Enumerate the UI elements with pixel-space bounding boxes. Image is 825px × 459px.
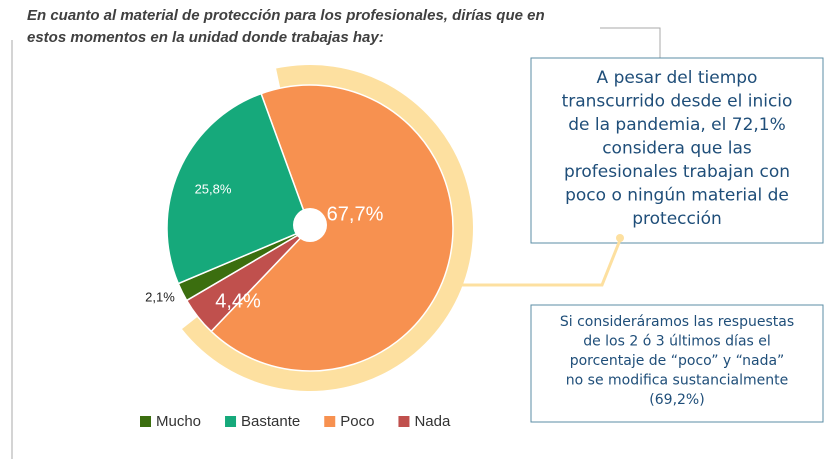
- legend-swatch: [140, 416, 151, 427]
- frame: [11, 27, 661, 459]
- data-label: 25,8%: [195, 181, 232, 196]
- annotation-text: de los 2 ó 3 últimos días el: [583, 334, 771, 350]
- annotation-text: no se modifica sustancialmente: [566, 373, 788, 389]
- annotation-text: porcentaje de “poco” y “nada”: [570, 353, 785, 369]
- chart-title: estos momentos en la unidad donde trabaj…: [27, 29, 384, 46]
- data-label: 67,7%: [327, 203, 384, 225]
- annotation-text: profesionales trabajan con: [564, 162, 790, 182]
- legend-swatch: [324, 416, 336, 427]
- connector: [458, 239, 622, 287]
- annotation-text: de la pandemia, el 72,1%: [568, 115, 786, 135]
- legend-swatch: [398, 416, 410, 427]
- annotation-text: considera que las: [602, 139, 752, 159]
- data-label: 4,4%: [215, 290, 261, 312]
- legend-label: Nada: [414, 413, 451, 430]
- pie-hole: [293, 208, 327, 242]
- annotation-box: [530, 57, 824, 244]
- legend-label: Poco: [340, 413, 374, 430]
- pie-slice: [210, 84, 454, 372]
- annotation-text: poco o ningún material de: [565, 186, 789, 206]
- annotation-box: [530, 304, 824, 423]
- legend-swatch: [225, 416, 237, 427]
- annotation-text: protección: [632, 209, 722, 229]
- annotation-text: A pesar del tiempo: [597, 68, 758, 88]
- annotation-text: transcurrido desde el inicio: [562, 92, 793, 112]
- connector-dot: [616, 234, 624, 242]
- chart-title: En cuanto al material de protección para…: [27, 7, 545, 24]
- annotation-text: Si consideráramos las respuestas: [560, 314, 794, 330]
- annotation-text: (69,2%): [649, 392, 704, 408]
- legend-label: Bastante: [241, 413, 300, 430]
- data-label: 2,1%: [145, 289, 175, 304]
- legend-label: Mucho: [156, 413, 201, 430]
- pie-slice: [166, 92, 311, 285]
